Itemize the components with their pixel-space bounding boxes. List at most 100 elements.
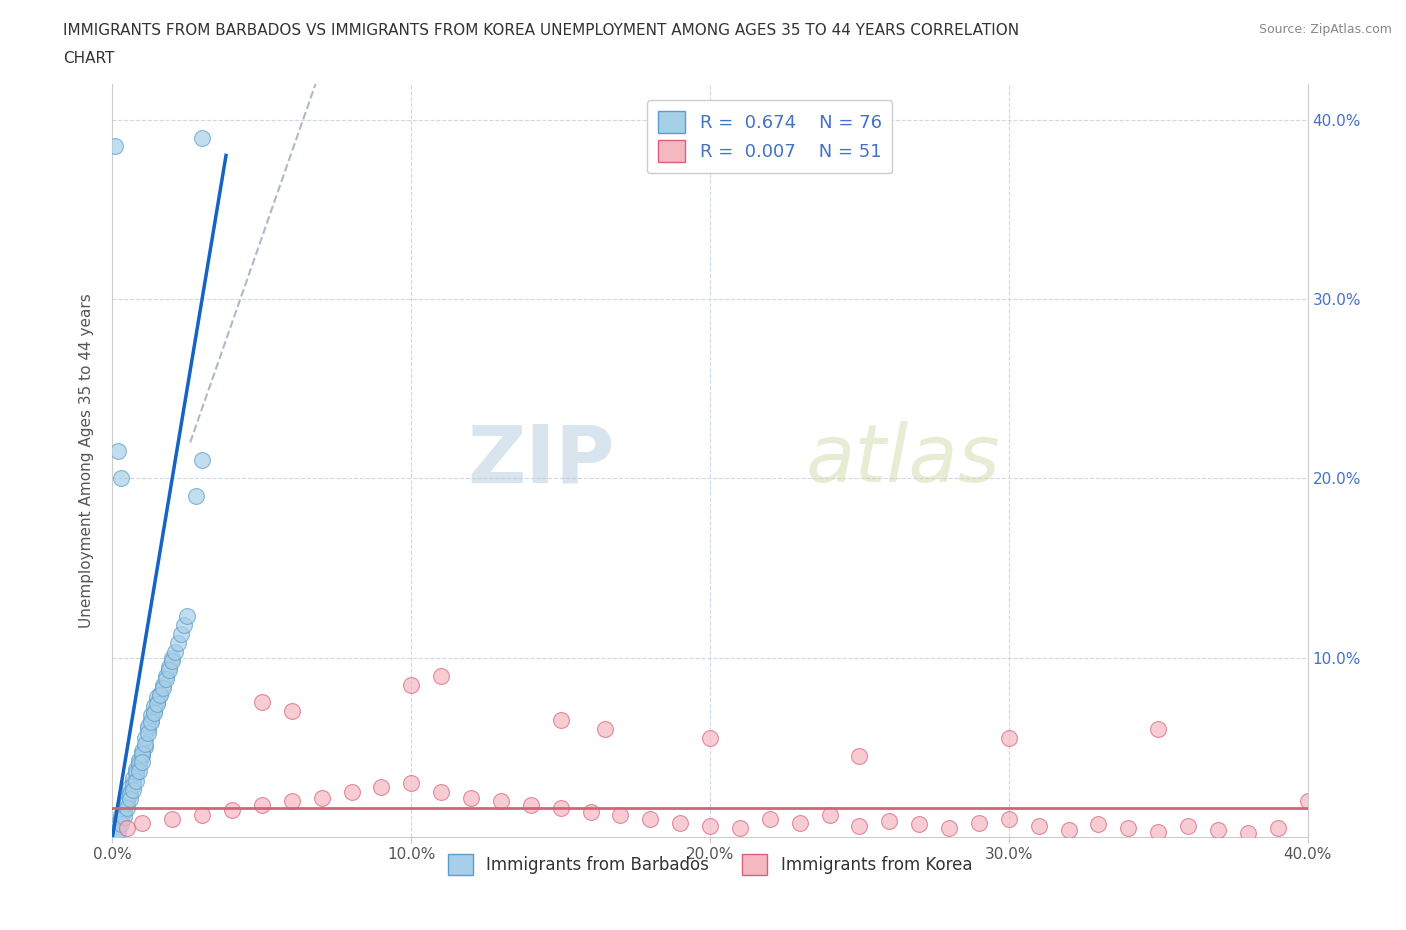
Point [998, 812, 1021, 827]
Point [114, 797, 135, 812]
Point [340, 785, 363, 800]
Point [128, 756, 150, 771]
Point [104, 824, 127, 839]
Point [879, 814, 901, 829]
Point [152, 677, 174, 692]
Point [609, 808, 631, 823]
Text: Source: ZipAtlas.com: Source: ZipAtlas.com [1258, 23, 1392, 36]
Point [401, 677, 423, 692]
Point [167, 636, 190, 651]
Point [110, 817, 132, 832]
Point [152, 681, 174, 696]
Point [114, 804, 135, 819]
Point [131, 747, 153, 762]
Point [460, 790, 482, 805]
Point [250, 695, 273, 710]
Point [114, 810, 135, 825]
Point [728, 820, 751, 835]
Point [143, 706, 166, 721]
Point [157, 659, 180, 674]
Point [134, 737, 156, 751]
Legend: Immigrants from Barbados, Immigrants from Korea: Immigrants from Barbados, Immigrants fro… [441, 848, 979, 882]
Point [141, 715, 163, 730]
Point [122, 770, 145, 785]
Point [120, 779, 142, 794]
Point [1147, 722, 1170, 737]
Point [141, 713, 163, 728]
Point [1177, 818, 1199, 833]
Point [401, 776, 423, 790]
Point [146, 695, 169, 710]
Point [998, 731, 1021, 746]
Point [120, 792, 142, 807]
Point [1028, 818, 1050, 833]
Point [818, 808, 841, 823]
Point [155, 671, 177, 686]
Point [162, 654, 183, 669]
Point [170, 627, 193, 642]
Point [117, 795, 139, 810]
Point [110, 812, 132, 827]
Point [125, 774, 148, 789]
Point [134, 740, 156, 755]
Point [430, 668, 453, 683]
Point [110, 814, 132, 829]
Point [107, 822, 129, 837]
Point [848, 749, 870, 764]
Point [110, 471, 132, 485]
Point [104, 828, 127, 843]
Point [117, 793, 139, 808]
Point [110, 808, 132, 823]
Point [281, 704, 304, 719]
Point [125, 765, 148, 780]
Point [789, 816, 811, 830]
Point [1118, 820, 1140, 835]
Point [107, 816, 129, 830]
Point [669, 816, 692, 830]
Point [165, 644, 187, 659]
Point [430, 785, 453, 800]
Point [186, 489, 208, 504]
Point [311, 790, 333, 805]
Point [131, 754, 153, 769]
Point [191, 453, 214, 468]
Point [104, 820, 127, 835]
Point [122, 776, 145, 790]
Point [104, 140, 127, 154]
Point [908, 817, 931, 832]
Point [143, 704, 166, 719]
Point [143, 698, 166, 713]
Point [104, 826, 127, 841]
Point [120, 785, 142, 800]
Point [1206, 822, 1229, 837]
Point [107, 824, 129, 839]
Text: ZIP: ZIP [467, 421, 614, 499]
Point [221, 803, 243, 817]
Point [125, 766, 148, 781]
Point [370, 779, 392, 794]
Point [138, 722, 160, 737]
Point [128, 764, 150, 778]
Point [162, 650, 183, 665]
Point [281, 793, 304, 808]
Point [120, 787, 142, 802]
Point [699, 818, 721, 833]
Point [149, 688, 172, 703]
Point [759, 812, 782, 827]
Point [134, 731, 156, 746]
Point [146, 690, 169, 705]
Point [938, 820, 960, 835]
Point [128, 752, 150, 767]
Y-axis label: Unemployment Among Ages 35 to 44 years: Unemployment Among Ages 35 to 44 years [79, 293, 94, 628]
Point [128, 758, 150, 773]
Point [107, 444, 129, 458]
Text: atlas: atlas [806, 421, 1001, 499]
Point [131, 743, 153, 758]
Point [138, 725, 160, 740]
Point [107, 818, 129, 833]
Point [1237, 826, 1260, 841]
Point [146, 697, 169, 711]
Point [176, 609, 198, 624]
Point [173, 618, 195, 632]
Point [595, 722, 617, 737]
